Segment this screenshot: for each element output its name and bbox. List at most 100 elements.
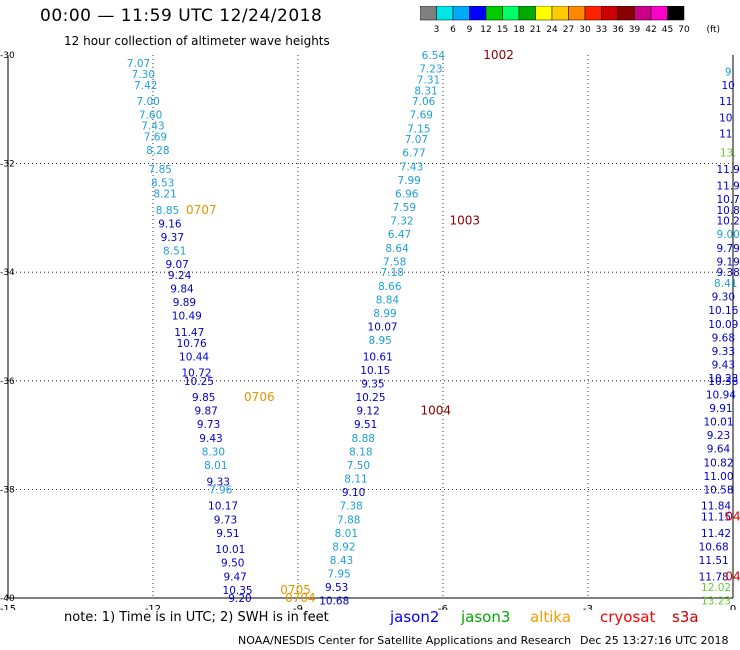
data-point-jason2: 9.73: [214, 514, 237, 526]
data-point-jason2: 8.21: [153, 188, 176, 200]
data-point-jason2: 9.19: [716, 256, 739, 268]
time-label: 1004: [420, 404, 451, 418]
x-tick-label: -6: [438, 604, 448, 610]
data-point-jason2: 9.84: [170, 283, 194, 295]
time-label: 1002: [483, 48, 514, 62]
data-point-jason2: 10.94: [706, 389, 736, 401]
time-label: 04: [725, 510, 740, 524]
legend-cryosat: cryosat: [600, 608, 656, 626]
data-point-jason2: 10.72: [181, 368, 211, 380]
data-point-jason2: 8.99: [373, 308, 396, 320]
data-point-jason2: 6.47: [388, 229, 411, 241]
data-point-jason2: 9.64: [707, 444, 731, 456]
data-point-jason2: 11.51: [699, 555, 729, 567]
data-point-jason2: 10.07: [368, 322, 398, 334]
data-point-jason3: 13.23: [701, 596, 731, 608]
data-point-jason2: 9.53: [325, 582, 348, 594]
data-point-jason2: 9.30: [712, 292, 735, 304]
data-point-jason2: 10.44: [179, 351, 209, 363]
data-point-jason2: 7.32: [390, 216, 413, 228]
colorbar: 3 6 9 12 15 18 21 24 27 30 33 36 39 42 45 70 (ft): [420, 6, 720, 35]
data-point-jason2: 10.09: [708, 319, 738, 331]
data-point-jason2: 9: [725, 66, 732, 78]
data-point-jason2: 7.42: [134, 80, 157, 92]
data-point-jason3: 12.78: [701, 609, 731, 610]
y-tick-label: -40: [0, 594, 15, 604]
data-point-jason2: 10.15: [360, 365, 390, 377]
data-point-jason2: 6.96: [395, 188, 419, 200]
time-label: 0705: [280, 583, 311, 597]
data-point-jason2: 10.82: [703, 457, 733, 469]
data-point-jason2: 9.79: [716, 243, 739, 255]
data-point-jason2: 9.10: [342, 487, 365, 499]
data-point-jason2: 9.89: [173, 297, 196, 309]
data-point-jason2: 7.95: [327, 569, 350, 581]
data-point-jason2: 11.00: [703, 471, 733, 483]
colorbar-label: 6: [450, 25, 456, 35]
data-point-jason2: 8.84: [376, 294, 400, 306]
data-point-jason2: 7.38: [339, 501, 362, 513]
data-point-jason2: 9.43: [712, 360, 735, 372]
data-point-jason2: 8.28: [146, 145, 169, 157]
y-tick-label: -30: [0, 51, 15, 61]
data-point-jason2: 10.16: [708, 305, 738, 317]
data-point-jason2: 9.33: [207, 476, 230, 488]
data-point-jason2: 7.07: [405, 134, 428, 146]
data-point-jason2: 8.43: [330, 555, 353, 567]
x-tick-label: -12: [145, 604, 161, 610]
chart-plot: -15 -12 -9 -6 -3 0-30-32-34-36-38-407.077.307…: [0, 48, 740, 610]
data-point-jason2: 8.01: [335, 528, 358, 540]
data-point-jason3: 12.02: [701, 582, 731, 594]
colorbar-label: 27: [563, 25, 574, 35]
x-tick-label: -3: [583, 604, 593, 610]
colorbar-label: 15: [497, 25, 508, 35]
data-point-jason2: 10.49: [172, 311, 202, 323]
data-point-jason2: 10.68: [319, 596, 349, 608]
colorbar-label: 33: [596, 25, 607, 35]
chart-subtitle: 12 hour collection of altimeter wave hei…: [64, 34, 330, 48]
data-point-jason2: 8.18: [349, 446, 372, 458]
footer-note: note: 1) Time is in UTC; 2) SWH is in fe…: [64, 610, 329, 625]
data-point-jason2: 10.25: [184, 376, 214, 388]
data-point-jason2: 7.60: [139, 110, 162, 122]
data-point-jason2: 10.61: [363, 351, 393, 363]
y-tick-label: -36: [0, 377, 15, 387]
data-point-jason2: 8.53: [151, 178, 174, 190]
data-point-jason2: 9.24: [168, 270, 192, 282]
data-point-jason2: 10: [719, 112, 732, 124]
data-point-jason2: 7.88: [337, 514, 360, 526]
legend-jason2: jason2: [390, 608, 440, 626]
data-point-jason2: 9.38: [716, 267, 739, 279]
data-point-jason2: 9.73: [197, 419, 220, 431]
data-point-jason2: 7.96: [209, 484, 233, 496]
x-tick-label: -15: [0, 604, 16, 610]
data-point-jason2: 10: [721, 80, 734, 92]
data-point-jason2: 8.66: [378, 281, 402, 293]
colorbar-label: 9: [467, 25, 473, 35]
data-point-jason2: 8.85: [156, 205, 179, 217]
data-point-jason2: 7.85: [149, 164, 172, 176]
data-point-jason2: 10.42: [317, 609, 347, 610]
data-point-jason2: 10.68: [699, 541, 729, 553]
data-point-jason2: 8.41: [714, 278, 737, 290]
colorbar-label: 45: [662, 25, 673, 35]
data-point-jason2: 10.58: [703, 484, 733, 496]
data-point-jason2: 9.87: [194, 406, 217, 418]
data-point-jason2: 10.01: [215, 544, 245, 556]
data-point-jason2: 11.15: [701, 512, 731, 524]
data-point-jason2: 7.06: [412, 96, 436, 108]
data-point-jason2: 11.84: [701, 501, 731, 513]
colorbar-label: 36: [612, 25, 624, 35]
data-point-jason2: 9.07: [165, 259, 188, 271]
legend-altika: altika: [530, 608, 572, 626]
data-point-jason2: 9.33: [712, 346, 735, 358]
time-label: 0706: [244, 390, 275, 404]
data-point-jason2: 10.25: [355, 392, 385, 404]
y-tick-label: -38: [0, 485, 15, 495]
data-point-jason2: 9.35: [361, 379, 384, 391]
legend-jason3: jason3: [461, 608, 511, 626]
data-point-jason2: 10.76: [177, 338, 207, 350]
data-point-jason2: 8.31: [414, 85, 437, 97]
data-point-jason2: 11.42: [701, 528, 731, 540]
data-point-jason2: 9.43: [199, 433, 222, 445]
